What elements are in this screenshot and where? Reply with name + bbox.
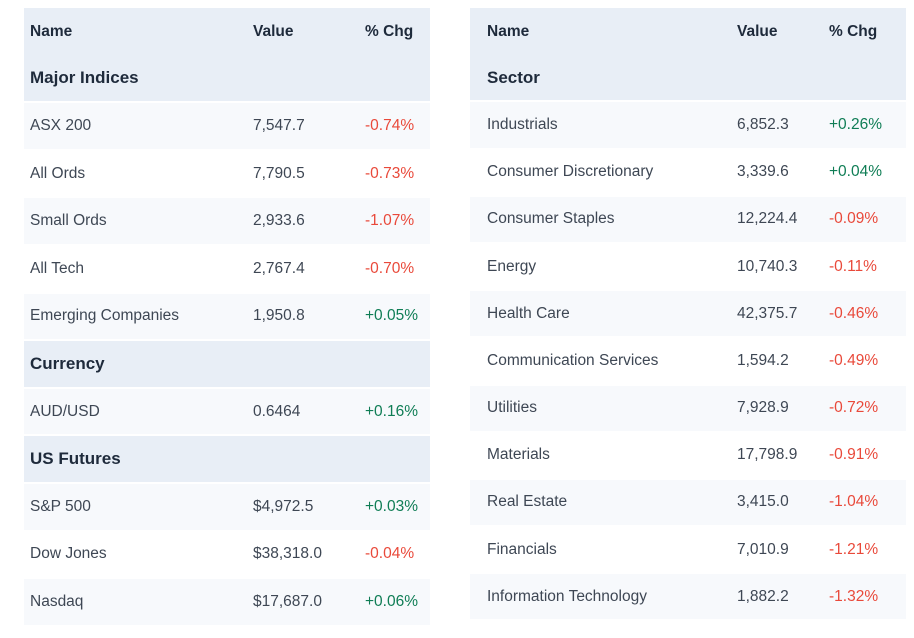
instrument-value: 1,882.2 [737, 587, 789, 605]
column-header-row: Name Value % Chg [24, 8, 430, 56]
section-title: Major Indices [30, 68, 139, 88]
instrument-name: Consumer Discretionary [487, 163, 654, 181]
table-row: All Ords 7,790.5 -0.73% [24, 151, 430, 199]
instrument-change: -0.04% [365, 545, 415, 563]
column-header-name: Name [30, 22, 73, 40]
table-row: Health Care 42,375.7 -0.46% [470, 291, 906, 339]
instrument-name: All Ords [30, 164, 86, 182]
instrument-change: -0.49% [829, 351, 879, 369]
instrument-value: 3,415.0 [737, 493, 789, 511]
column-header-value: Value [253, 22, 294, 40]
instrument-name: Small Ords [30, 212, 107, 230]
instrument-name: Health Care [487, 304, 570, 322]
instrument-change: +0.04% [829, 163, 883, 181]
instrument-value: 17,798.9 [737, 446, 798, 464]
table-row: Financials 7,010.9 -1.21% [470, 527, 906, 575]
instrument-change: +0.16% [365, 402, 419, 420]
instrument-name: Energy [487, 257, 537, 275]
instrument-value: 1,950.8 [253, 307, 305, 325]
instrument-change: +0.26% [829, 115, 883, 133]
instrument-change: -0.74% [365, 116, 415, 134]
table-row: Energy 10,740.3 -0.11% [470, 244, 906, 292]
instrument-name: AUD/USD [30, 402, 100, 420]
instrument-name: Consumer Staples [487, 210, 615, 228]
table-row: Small Ords 2,933.6 -1.07% [24, 198, 430, 246]
column-header-name: Name [487, 22, 530, 40]
sectors-table: Name Value % Chg Sector Industrials 6,852.… [470, 8, 906, 622]
instrument-value: 6,852.3 [737, 115, 789, 133]
instrument-value: 1,594.2 [737, 351, 789, 369]
instrument-name: ASX 200 [30, 116, 92, 134]
instrument-value: 2,767.4 [253, 259, 305, 277]
instrument-change: +0.05% [365, 307, 419, 325]
instrument-name: Utilities [487, 399, 537, 417]
section-title: Sector [487, 67, 540, 87]
column-header-chg: % Chg [365, 22, 414, 40]
instrument-value: 10,740.3 [737, 257, 798, 275]
instrument-name: Industrials [487, 115, 558, 133]
table-row: All Tech 2,767.4 -0.70% [24, 246, 430, 294]
section-title: US Futures [30, 449, 121, 469]
instrument-value: 7,010.9 [737, 540, 789, 558]
instrument-name: Information Technology [487, 587, 647, 605]
table-row: Industrials 6,852.3 +0.26% [470, 102, 906, 150]
instrument-change: -0.46% [829, 304, 879, 322]
table-row: Utilities 7,928.9 -0.72% [470, 385, 906, 433]
table-row: S&P 500 $4,972.5 +0.03% [24, 483, 430, 532]
table-row: AUD/USD 0.6464 +0.16% [24, 388, 430, 437]
instrument-value: 7,790.5 [253, 164, 305, 182]
instrument-value: 2,933.6 [253, 212, 305, 230]
instrument-change: +0.03% [365, 497, 419, 515]
instrument-value: $17,687.0 [253, 592, 322, 610]
table-row: ASX 200 7,547.7 -0.74% [24, 103, 430, 151]
instrument-name: Dow Jones [30, 545, 107, 563]
section-title: Currency [30, 353, 105, 373]
section-header-row: US Futures [24, 436, 430, 484]
instrument-change: -0.73% [365, 164, 415, 182]
instrument-name: Communication Services [487, 351, 659, 369]
instrument-value: 0.6464 [253, 402, 301, 420]
table-row: Materials 17,798.9 -0.91% [470, 433, 906, 480]
instrument-name: Emerging Companies [30, 307, 180, 325]
table-row: Emerging Companies 1,950.8 +0.05% [24, 293, 430, 342]
instrument-value: $4,972.5 [253, 497, 314, 515]
instrument-name: S&P 500 [30, 497, 91, 515]
instrument-name: Real Estate [487, 493, 568, 511]
market-overview-table: Name Value % Chg Major Indices ASX 200 7,5… [24, 8, 430, 627]
instrument-change: +0.06% [365, 592, 419, 610]
instrument-change: -1.21% [829, 540, 879, 558]
column-header-row: Name Value % Chg [470, 8, 906, 56]
instrument-value: 12,224.4 [737, 210, 798, 228]
table-row: Dow Jones $38,318.0 -0.04% [24, 532, 430, 580]
instrument-value: $38,318.0 [253, 545, 322, 563]
instrument-name: Materials [487, 446, 550, 464]
table-row: Information Technology 1,882.2 -1.32% [470, 574, 906, 622]
instrument-change: -0.70% [365, 259, 415, 277]
section-header-row: Major Indices [24, 55, 430, 104]
column-header-chg: % Chg [829, 22, 878, 40]
instrument-value: 42,375.7 [737, 304, 798, 322]
instrument-change: -1.32% [829, 587, 879, 605]
instrument-change: -0.91% [829, 446, 879, 464]
instrument-change: -0.11% [829, 257, 877, 275]
section-header-row: Currency [24, 341, 430, 389]
instrument-value: 3,339.6 [737, 163, 789, 181]
instrument-name: Financials [487, 540, 557, 558]
instrument-change: -0.72% [829, 399, 879, 417]
instrument-name: Nasdaq [30, 592, 84, 610]
table-row: Nasdaq $17,687.0 +0.06% [24, 579, 430, 627]
column-header-value: Value [737, 22, 778, 40]
section-header-row: Sector [470, 55, 906, 103]
table-row: Consumer Staples 12,224.4 -0.09% [470, 196, 906, 244]
instrument-value: 7,547.7 [253, 116, 305, 134]
table-row: Communication Services 1,594.2 -0.49% [470, 338, 906, 386]
instrument-name: All Tech [30, 259, 84, 277]
instrument-change: -0.09% [829, 210, 879, 228]
instrument-change: -1.04% [829, 493, 879, 511]
instrument-value: 7,928.9 [737, 399, 789, 417]
table-row: Real Estate 3,415.0 -1.04% [470, 479, 906, 528]
table-row: Consumer Discretionary 3,339.6 +0.04% [470, 150, 906, 197]
instrument-change: -1.07% [365, 212, 415, 230]
